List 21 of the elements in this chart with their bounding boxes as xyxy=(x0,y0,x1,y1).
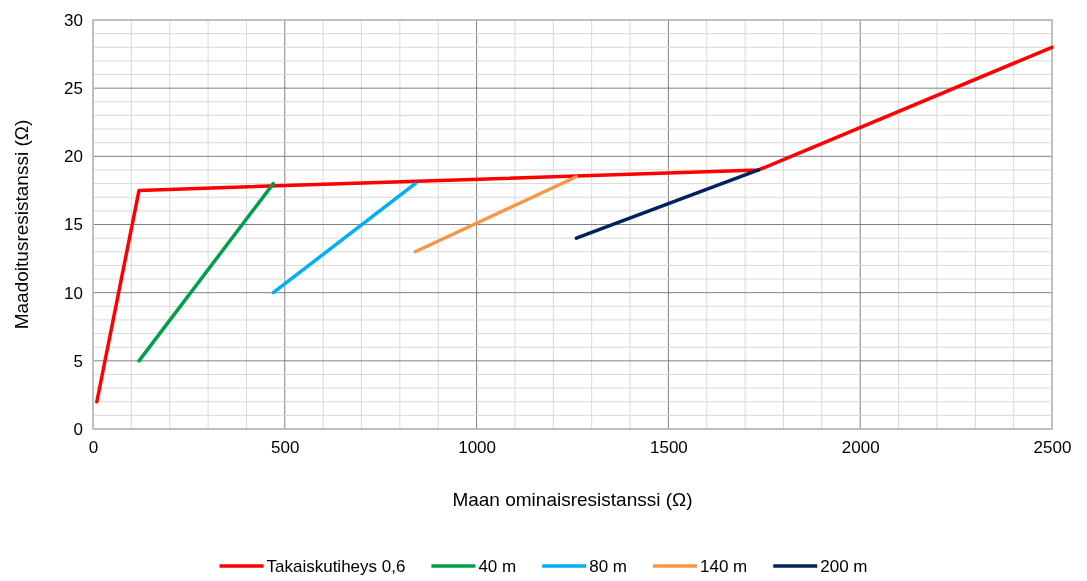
line-series xyxy=(95,45,1054,404)
legend-label: 200 m xyxy=(820,557,868,576)
x-axis-title: Maan ominaisresistanssi (Ω) xyxy=(452,489,693,510)
legend-label: 80 m xyxy=(589,557,627,576)
legend-label: Takaiskutiheys 0,6 xyxy=(266,557,406,576)
y-tick-label: 15 xyxy=(64,215,83,235)
y-tick-label: 10 xyxy=(64,283,83,303)
y-tick-label: 25 xyxy=(64,79,83,99)
y-tick-label: 30 xyxy=(64,10,83,30)
x-tick-label: 1500 xyxy=(649,438,688,458)
y-tick-label: 0 xyxy=(73,419,83,439)
x-tick-label: 2500 xyxy=(1033,438,1072,458)
legend-label: 40 m xyxy=(478,557,517,576)
legend-label: 140 m xyxy=(700,557,748,576)
x-tick-label: 500 xyxy=(271,438,300,458)
x-tick-label: 2000 xyxy=(841,438,880,458)
y-tick-label: 5 xyxy=(73,351,83,371)
x-tick-label: 1000 xyxy=(458,438,497,458)
y-axis-title: Maadoitusresistanssi (Ω) xyxy=(11,119,32,330)
y-tick-label: 20 xyxy=(64,147,83,167)
x-tick-label: 0 xyxy=(88,438,99,458)
